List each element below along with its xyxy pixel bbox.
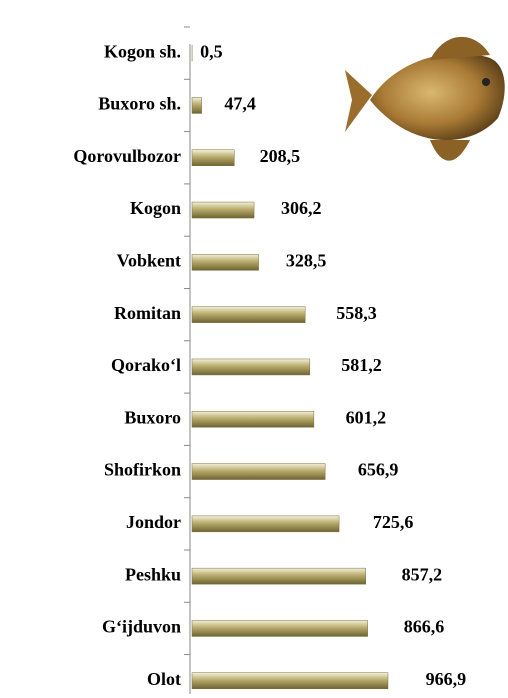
y-tick-label: G‘ijduvon (102, 617, 181, 637)
y-tick-label: Qorovulbozor (73, 146, 181, 166)
bar (191, 149, 235, 166)
fish-illustration (345, 36, 505, 161)
y-tick-label: Peshku (125, 564, 181, 584)
data-label: 328,5 (286, 250, 327, 270)
bar (191, 201, 255, 219)
bar (191, 306, 306, 323)
bar (191, 567, 367, 585)
data-label: 966,9 (426, 669, 467, 689)
data-label: 656,9 (358, 460, 399, 480)
bar (191, 672, 389, 689)
y-tick-label: Kogon (130, 198, 181, 218)
bar (191, 411, 315, 428)
data-label: 208,5 (260, 146, 301, 166)
y-tick-label: Olot (147, 669, 181, 689)
data-label: 47,4 (224, 94, 256, 114)
y-tick-label: Buxoro sh. (98, 94, 181, 114)
y-tick-label: Buxoro (124, 407, 181, 427)
y-tick-label: Romitan (114, 303, 181, 323)
bar (191, 358, 311, 376)
bar (191, 620, 368, 637)
bar (191, 463, 326, 480)
bar (191, 254, 259, 271)
bar (191, 97, 202, 114)
data-label: 601,2 (346, 407, 387, 427)
data-label: 306,2 (281, 198, 322, 218)
y-tick-label: Shofirkon (104, 460, 181, 480)
bar (191, 515, 340, 533)
data-label: 581,2 (341, 355, 382, 375)
data-label: 558,3 (336, 303, 377, 323)
data-label: 725,6 (373, 512, 414, 532)
data-label: 866,6 (404, 617, 445, 637)
y-tick-label: Vobkent (117, 250, 181, 270)
y-tick-label: Kogon sh. (104, 41, 181, 61)
data-label: 857,2 (402, 564, 443, 584)
y-tick-label: Jondor (126, 512, 181, 532)
y-tick-label: Qorako‘l (111, 355, 181, 375)
data-label: 0,5 (200, 41, 223, 61)
